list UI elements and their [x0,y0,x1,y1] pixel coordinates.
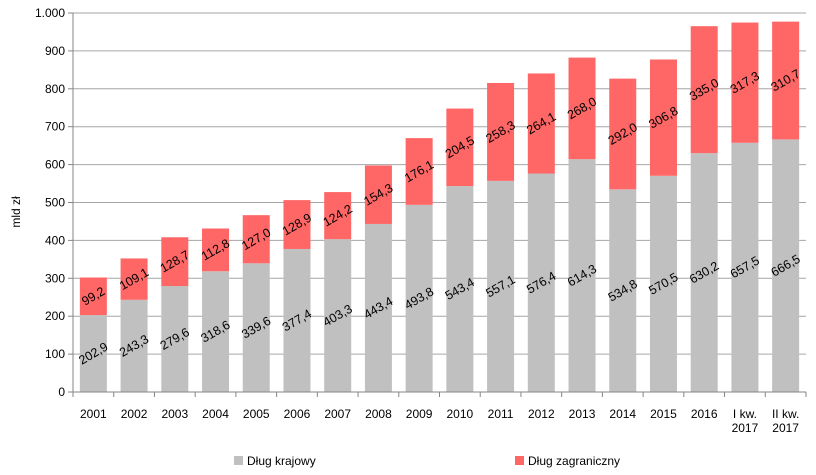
x-tick-label: 2011 [488,407,514,421]
bar-segment-foreign [79,277,107,316]
x-tick-label: I kw. [733,407,757,421]
bar-segment-foreign [283,200,311,249]
bar-segment-foreign [202,228,230,272]
x-tick-label: 2013 [569,407,596,421]
x-tick-label: 2014 [609,407,636,421]
bar-segment-domestic [772,139,800,392]
x-tick-label: 2017 [772,421,799,435]
x-tick-label: 2002 [121,407,148,421]
x-tick-label: II kw. [772,407,799,421]
bar-segment-domestic [202,271,230,392]
bar-segment-foreign [487,82,515,181]
x-tick-label: 2005 [243,407,270,421]
x-tick-label: 2009 [406,407,433,421]
y-tick-label: 400 [45,233,65,247]
bar-segment-domestic [161,286,189,392]
y-tick-label: 700 [45,120,65,134]
legend-swatch-domestic [234,456,243,465]
bar-segment-domestic [487,180,515,392]
legend-label-domestic: Dług krajowy [247,454,316,468]
y-tick-label: 600 [45,158,65,172]
x-tick-label: 2016 [691,407,718,421]
legend: Dług krajowy Dług zagraniczny [234,454,620,468]
bar-segment-foreign [690,26,718,154]
bar-segment-foreign [649,59,677,176]
y-tick-label: 300 [45,271,65,285]
bar-segment-domestic [649,175,677,392]
x-tick-label: 2001 [80,407,107,421]
bar-segment-foreign [527,73,555,174]
x-tick-label: 2012 [528,407,555,421]
bar-segment-domestic [568,159,596,392]
legend-label-foreign: Dług zagraniczny [528,454,620,468]
bar-segment-domestic [690,153,718,392]
bar-segment-domestic [283,248,311,392]
bar-segment-foreign [242,215,270,264]
bar-segment-domestic [79,315,107,392]
bar-segment-foreign [446,108,474,187]
bars [79,21,800,392]
y-tick-label: 1.000 [35,6,65,20]
x-tick-label: 2017 [732,421,759,435]
y-tick-label: 900 [45,44,65,58]
y-tick-label: 0 [58,385,65,399]
bar-segment-domestic [527,173,555,392]
y-tick-label: 500 [45,196,65,210]
bar-segment-domestic [405,204,433,392]
y-tick-label: 100 [45,347,65,361]
bar-segment-foreign [772,21,800,140]
bar-segment-foreign [568,57,596,160]
bar-segment-domestic [120,299,148,392]
bar-segment-domestic [324,239,352,392]
bar-segment-foreign [161,237,189,287]
bar-segment-domestic [446,186,474,392]
x-tick-label: 2015 [650,407,677,421]
x-tick-label: 2010 [447,407,474,421]
x-tick-label: 2007 [324,407,351,421]
legend-swatch-foreign [515,456,524,465]
bar-segment-domestic [242,263,270,392]
bar-segment-foreign [731,22,759,143]
bar-segment-foreign [405,138,433,205]
bar-segment-domestic [364,223,392,392]
x-tick-label: 2008 [365,407,392,421]
x-tick-label: 2004 [202,407,229,421]
bar-segment-foreign [324,192,352,240]
axes: 0 100 200 300 400 500 600 700 800 900 1.000 2001 200… [35,6,807,435]
bar-segment-foreign [609,78,637,190]
bar-segment-foreign [364,165,392,224]
y-tick-label: 800 [45,82,65,96]
x-tick-label: 2003 [161,407,188,421]
gridlines [73,12,806,355]
x-tick-label: 2006 [284,407,311,421]
y-axis-title: mld zł [9,196,23,228]
y-tick-label: 200 [45,309,65,323]
bar-segment-foreign [120,258,148,300]
bar-segment-domestic [609,189,637,392]
bar-segment-domestic [731,142,759,392]
